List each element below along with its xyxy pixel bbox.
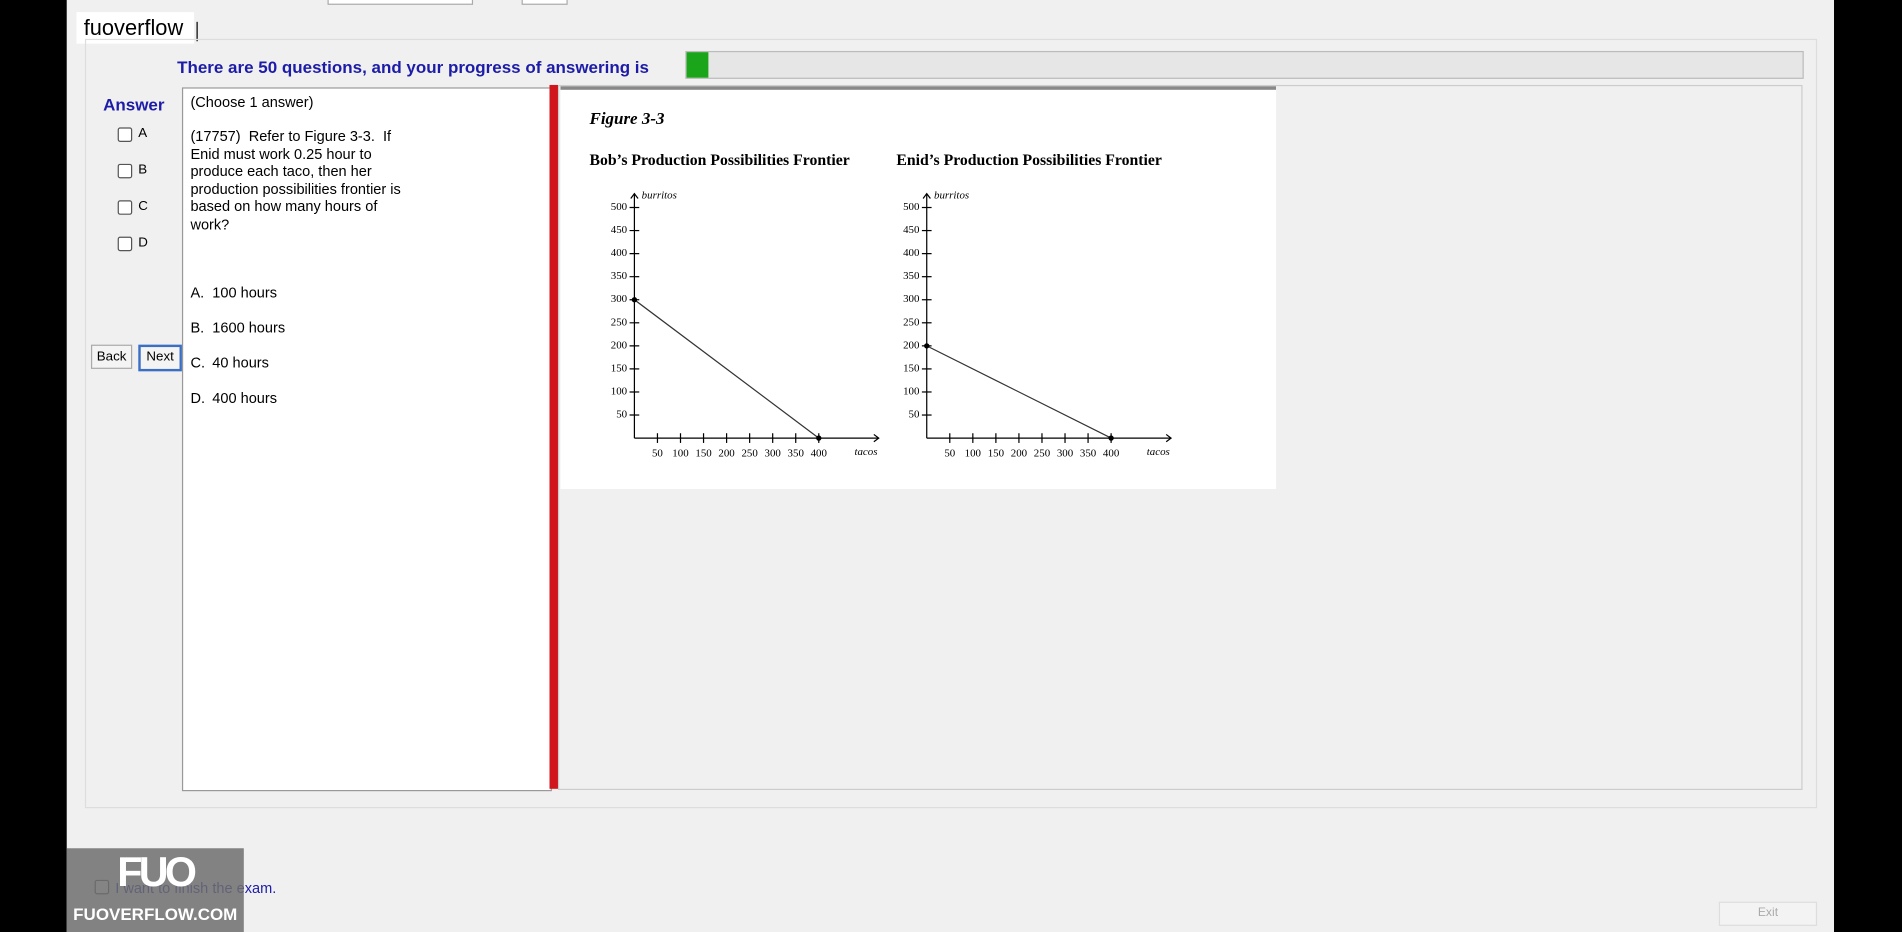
top-control[interactable]: [327, 0, 474, 5]
x-arrow: [873, 433, 880, 443]
x-tick-label: 250: [741, 447, 758, 459]
x-tick-label: 350: [1080, 447, 1097, 459]
choice-text: 40 hours: [212, 354, 269, 372]
y-tick-label: 350: [903, 270, 920, 282]
x-tick-label: 200: [718, 447, 735, 459]
next-button[interactable]: Next: [138, 344, 182, 372]
y-axis-label: burritos: [934, 190, 969, 202]
y-tick-label: 450: [611, 224, 628, 236]
y-tick-label: 350: [611, 270, 628, 282]
option-checkbox[interactable]: [117, 236, 133, 252]
progress-fill: [686, 52, 709, 78]
option-label: A: [138, 126, 148, 141]
y-tick-label: 400: [611, 247, 628, 259]
choice-text: 1600 hours: [212, 319, 286, 337]
y-axis-label: burritos: [642, 190, 677, 202]
choice-letter: A.: [190, 283, 205, 301]
x-tick-label: 400: [811, 447, 828, 459]
frontier-point: [924, 343, 930, 349]
x-tick-label: 50: [944, 447, 955, 459]
option-checkbox[interactable]: [117, 163, 133, 179]
x-tick-label: 100: [672, 447, 689, 459]
splitter[interactable]: [549, 84, 558, 789]
top-control[interactable]: [521, 0, 568, 5]
x-tick-label: 300: [1057, 447, 1074, 459]
option-label: D: [138, 235, 148, 250]
watermark-site: FUOVERFLOW.COM: [73, 904, 238, 924]
watermark-logo: FUO: [117, 849, 197, 896]
y-tick-label: 150: [611, 362, 628, 374]
x-tick-label: 150: [988, 447, 1005, 459]
y-tick-label: 500: [903, 201, 920, 213]
y-tick-label: 400: [903, 247, 920, 259]
figure: Figure 3-3 Bob’s Production Possibilitie…: [560, 86, 1277, 490]
chart-title: Enid’s Production Possibilities Frontier: [896, 152, 1162, 169]
chart-title: Bob’s Production Possibilities Frontier: [590, 152, 850, 169]
x-tick-label: 100: [965, 447, 982, 459]
cursor: [196, 21, 198, 42]
x-arrow: [1165, 433, 1173, 443]
y-arrow: [630, 192, 639, 199]
exam-frame: [84, 38, 1818, 809]
choice-text: 400 hours: [212, 389, 278, 407]
answer-title: Answer: [103, 94, 165, 115]
choice-letter: B.: [190, 319, 205, 337]
y-tick-label: 500: [611, 201, 628, 213]
y-tick-label: 300: [611, 293, 628, 305]
figure-title: Figure 3-3: [589, 109, 665, 128]
y-tick-label: 250: [611, 316, 628, 328]
y-tick-label: 250: [903, 316, 920, 328]
choice-text: 100 hours: [212, 283, 278, 301]
watermark: [66, 848, 244, 932]
y-tick-label: 100: [611, 385, 628, 397]
figure-pane: [557, 84, 1803, 791]
x-tick-label: 250: [1034, 447, 1051, 459]
exit-button[interactable]: Exit: [1718, 901, 1818, 926]
figure-border: [560, 86, 1277, 90]
y-arrow: [922, 192, 931, 199]
instruction: (Choose 1 answer): [190, 93, 314, 111]
y-tick-label: 200: [903, 339, 920, 351]
question-text: (17757) Refer to Figure 3-3. If Enid mus…: [190, 127, 405, 233]
x-tick-label: 200: [1011, 447, 1028, 459]
frontier-point: [816, 435, 822, 441]
y-tick-label: 200: [611, 339, 628, 351]
frontier-line: [926, 345, 1112, 439]
choice-letter: D.: [190, 389, 205, 407]
site-label: fuoverflow: [76, 12, 195, 44]
option-checkbox[interactable]: [117, 200, 133, 215]
frontier-point: [1108, 435, 1114, 441]
x-axis-label: tacos: [1147, 446, 1170, 458]
choice-letter: C.: [190, 354, 205, 372]
y-tick-label: 50: [909, 409, 920, 421]
frontier-line: [634, 299, 820, 439]
progress-bar: [685, 50, 1804, 79]
x-axis-label: tacos: [854, 446, 877, 458]
y-tick-label: 450: [903, 224, 920, 236]
x-tick-label: 300: [765, 447, 782, 459]
x-tick-label: 400: [1103, 447, 1120, 459]
back-button[interactable]: Back: [90, 344, 133, 369]
option-label: C: [138, 199, 148, 214]
y-tick-label: 300: [903, 293, 920, 305]
x-tick-label: 50: [652, 447, 663, 459]
x-tick-label: 350: [788, 447, 805, 459]
question-panel: [181, 87, 552, 792]
y-tick-label: 150: [903, 362, 920, 374]
right-margin: [1834, 0, 1902, 932]
y-tick-label: 100: [903, 385, 920, 397]
y-tick-label: 50: [616, 409, 627, 421]
progress-text: There are 50 questions, and your progres…: [177, 57, 649, 77]
option-checkbox[interactable]: [117, 127, 133, 142]
x-tick-label: 150: [695, 447, 712, 459]
option-label: B: [138, 162, 148, 178]
frontier-point: [631, 297, 638, 303]
